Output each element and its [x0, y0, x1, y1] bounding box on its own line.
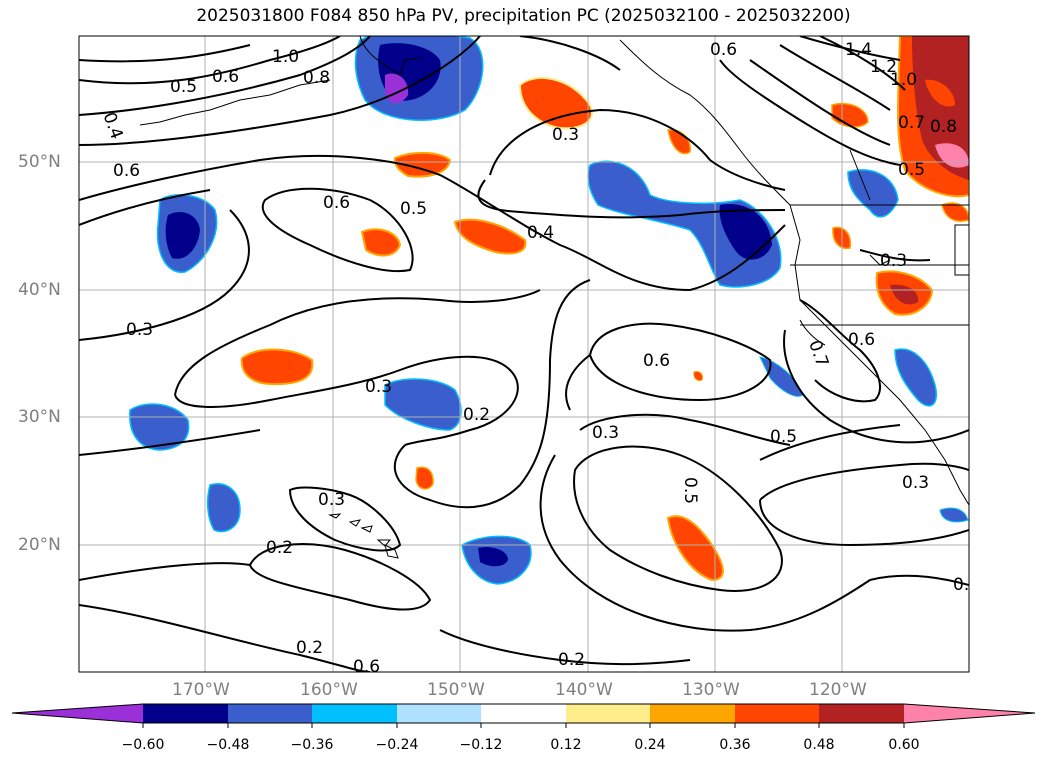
lat-label: 40°N	[18, 280, 61, 300]
lat-label: 50°N	[18, 152, 61, 172]
hawaii-islands	[328, 513, 399, 559]
map-title: 2025031800 F084 850 hPa PV, precipitatio…	[196, 6, 851, 26]
lon-label: 140°W	[555, 680, 613, 700]
lon-label: 150°W	[427, 680, 485, 700]
map-frame	[78, 35, 970, 673]
lat-label: 30°N	[18, 407, 61, 427]
lon-label: 120°W	[809, 680, 867, 700]
contour-label: 0.5	[170, 77, 197, 97]
contour-label: 0.8	[303, 68, 330, 88]
contour-label: 0.6	[710, 40, 737, 60]
colorbar-segment	[397, 704, 481, 723]
lat-label: 20°N	[18, 535, 61, 555]
contour-label: 0.3	[318, 490, 345, 510]
contour-label: 0.2	[463, 405, 490, 425]
contour-label: 1.2	[870, 57, 897, 77]
colorbar-extend-high	[904, 704, 1035, 723]
contour-label: 0.5	[400, 199, 427, 219]
colorbar-tick-label: −0.36	[290, 737, 334, 753]
contour-label: 0.5	[770, 427, 797, 447]
contour-label: 0.4	[527, 223, 554, 243]
colorbar-tick-label: −0.24	[375, 737, 419, 753]
colorbar-tick-label: 0.36	[719, 737, 751, 753]
contour-label: 0.2	[296, 638, 323, 658]
colorbar-tick-label: 0.60	[888, 737, 920, 753]
contour-label: 0.8	[930, 117, 957, 137]
colorbar-segment	[312, 704, 397, 723]
colorbar-segment	[735, 704, 819, 723]
contour-label: 0.6	[113, 161, 140, 181]
colorbar	[11, 703, 1036, 728]
contour-label: 0.2	[266, 538, 293, 558]
contour-label: 1.0	[272, 47, 299, 67]
colorbar-segment	[228, 704, 312, 723]
contour-label: 0.6	[353, 657, 380, 677]
contour-label: 0.5	[680, 477, 700, 504]
contour-label: 0.3	[126, 320, 153, 340]
colorbar-segment	[481, 704, 566, 723]
gridlines	[79, 36, 969, 672]
colorbar-segment	[819, 704, 904, 723]
contour-label: 1.0	[890, 70, 917, 90]
pv-contours	[79, 36, 969, 672]
contour-label-group: 1.0 0.8 0.6 0.5 0.4 0.6 0.6 0.5 0.4 0.3 …	[99, 40, 980, 677]
contour-label: 0.3	[592, 423, 619, 443]
contour-label: 0.6	[212, 67, 239, 87]
contour-label: 0.2	[953, 575, 980, 595]
colorbar-tick-label: −0.48	[206, 737, 250, 753]
contour-label: 0.3	[365, 377, 392, 397]
contour-label: 0.7	[898, 113, 925, 133]
precip-shading	[129, 36, 969, 585]
colorbar-tick-label: −0.12	[459, 737, 503, 753]
contour-label: 0.5	[898, 160, 925, 180]
lon-label: 160°W	[300, 680, 358, 700]
colorbar-tick-label: 0.12	[550, 737, 582, 753]
contour-label: 1.4	[845, 40, 872, 60]
colorbar-tick-label: 0.24	[634, 737, 666, 753]
contour-label: 0.3	[552, 125, 579, 145]
colorbar-segment	[650, 704, 735, 723]
contour-label: 0.6	[643, 351, 670, 371]
colorbar-segment	[143, 704, 228, 723]
map-background	[79, 36, 969, 672]
lon-label: 170°W	[172, 680, 230, 700]
contour-label: 0.3	[880, 251, 907, 271]
lon-label: 130°W	[682, 680, 740, 700]
contour-label: 0.3	[902, 473, 929, 493]
contour-label: 0.6	[848, 330, 875, 350]
colorbar-tick-label: −0.60	[121, 737, 165, 753]
contour-label: 0.2	[558, 650, 585, 670]
contour-label: 0.6	[323, 193, 350, 213]
colorbar-tick-label: 0.48	[803, 737, 835, 753]
colorbar-extend-low	[12, 704, 143, 723]
colorbar-segment	[566, 704, 650, 723]
